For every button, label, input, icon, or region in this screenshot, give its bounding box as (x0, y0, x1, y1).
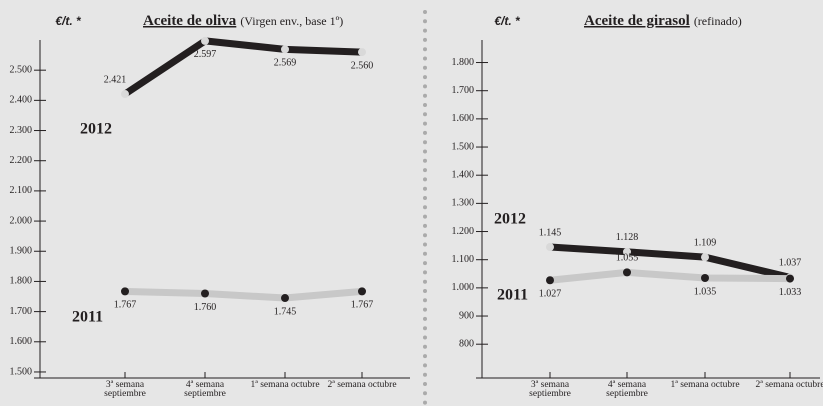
y-tick-label: 1.700 (452, 85, 475, 96)
point (121, 90, 129, 99)
y-tick-label: 1.300 (452, 198, 475, 209)
value-label: 1.109 (694, 237, 717, 248)
series-line (549, 243, 791, 281)
series-line (549, 268, 791, 284)
subtitle: (refinado) (694, 14, 742, 28)
series-name: 2011 (72, 309, 103, 326)
y-tick-label: 2.300 (10, 125, 33, 136)
value-label: 2.560 (351, 60, 374, 71)
title: Aceite de girasol (584, 13, 690, 29)
y-tick-label: 800 (459, 338, 474, 349)
y-tick-label: 1.400 (452, 169, 475, 180)
y-tick-label: 1.800 (452, 57, 475, 68)
value-label: 1.128 (616, 232, 639, 243)
y-tick-label: 1.100 (452, 254, 475, 265)
value-label: 2.421 (104, 74, 127, 85)
unit-label: €/t. * (55, 14, 82, 28)
x-tick-label: 1ª semana octubre (250, 380, 320, 390)
x-tick-label: 3ª semana septiembre (529, 380, 571, 399)
y-tick-label: 2.500 (10, 64, 33, 75)
y-tick-label: 1.700 (10, 306, 33, 317)
x-tick-label: 2ª semana octubre (327, 380, 397, 390)
value-label: 1.027 (539, 289, 562, 300)
value-label: 1.760 (194, 302, 217, 313)
x-tick-label: 1ª semana octubre (670, 380, 740, 390)
y-tick-label: 1.600 (452, 113, 475, 124)
y-tick-label: 1.200 (452, 226, 475, 237)
value-label: 1.767 (351, 300, 374, 311)
point (623, 247, 631, 256)
y-tick-label: 2.400 (10, 95, 33, 106)
y-tick-label: 1.500 (452, 141, 475, 152)
series-line (123, 37, 363, 97)
series-name: 2012 (80, 121, 112, 138)
y-tick-label: 1.900 (10, 246, 33, 257)
value-label: 1.745 (274, 306, 297, 317)
value-label: 1.055 (616, 253, 639, 264)
x-tick-label: 2ª semana octubre (755, 380, 823, 390)
value-label: 1.145 (539, 227, 562, 238)
y-tick-label: 1.800 (10, 276, 33, 287)
value-label: 1.037 (779, 258, 802, 269)
value-label: 2.597 (194, 49, 217, 60)
point (358, 48, 366, 57)
series-line (124, 287, 363, 302)
chart-title: Aceite de oliva (Virgen env., base 1º) (143, 13, 343, 29)
point (201, 36, 209, 45)
point (281, 45, 289, 54)
chart-title: Aceite de girasol (refinado) (584, 13, 742, 29)
subtitle: (Virgen env., base 1º) (240, 14, 343, 28)
point (701, 274, 709, 283)
point (546, 243, 554, 252)
y-tick-label: 1.000 (452, 282, 475, 293)
title: Aceite de oliva (143, 13, 237, 29)
x-tick-label: 4ª semana septiembre (184, 380, 226, 399)
y-tick-label: 900 (459, 310, 474, 321)
value-label: 1.033 (779, 287, 802, 298)
chart: €/t. * Aceite de girasol (refinado) 800 900 1… (452, 13, 820, 379)
value-label: 2.569 (274, 58, 297, 69)
point (358, 287, 366, 296)
chart: €/t. * Aceite de oliva (Virgen env., base … (10, 13, 410, 379)
point (201, 289, 209, 298)
point (281, 294, 289, 303)
y-tick-label: 2.100 (10, 185, 33, 196)
point (121, 287, 129, 296)
x-tick-label: 3ª semana septiembre (104, 380, 146, 399)
value-label: 1.767 (114, 300, 137, 311)
y-tick-label: 1.600 (10, 336, 33, 347)
point (546, 276, 554, 285)
value-label: 1.035 (694, 286, 717, 297)
point (701, 253, 709, 262)
unit-label: €/t. * (494, 14, 521, 28)
x-tick-label: 4ª semana septiembre (606, 380, 648, 399)
y-tick-label: 1.500 (10, 366, 33, 377)
y-tick-label: 2.000 (10, 215, 33, 226)
series-name: 2012 (494, 211, 526, 228)
point (623, 268, 631, 277)
y-tick-label: 2.200 (10, 155, 33, 166)
series-name: 2011 (497, 287, 528, 304)
point (786, 274, 794, 283)
